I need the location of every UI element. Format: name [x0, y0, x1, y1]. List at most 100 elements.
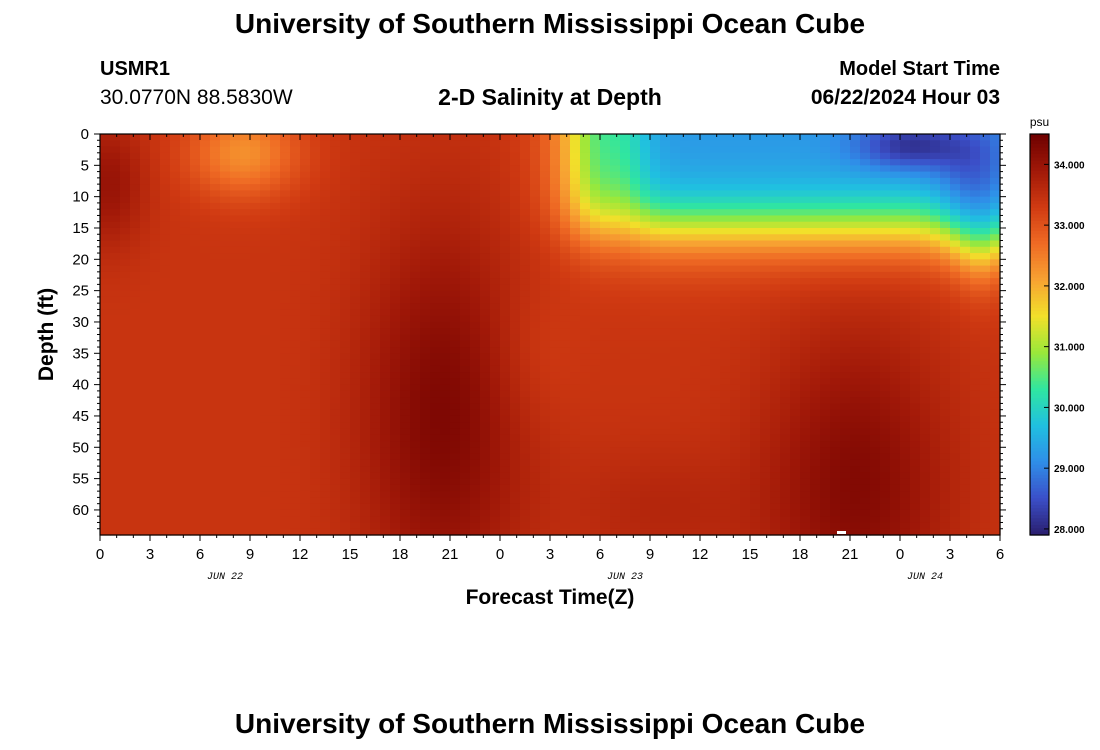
- heatmap-cell: [810, 190, 821, 198]
- heatmap-cell: [790, 491, 801, 499]
- heatmap-cell: [620, 196, 631, 204]
- heatmap-cell: [770, 409, 781, 417]
- heatmap-cell: [580, 296, 591, 304]
- heatmap-cell: [330, 409, 341, 417]
- heatmap-cell: [600, 472, 611, 480]
- heatmap-cell: [650, 240, 661, 248]
- heatmap-cell: [320, 215, 331, 223]
- heatmap-cell: [310, 472, 321, 480]
- heatmap-cell: [750, 528, 761, 536]
- heatmap-cell: [190, 403, 201, 411]
- heatmap-cell: [230, 528, 241, 536]
- heatmap-cell: [400, 196, 411, 204]
- heatmap-cell: [150, 459, 161, 467]
- heatmap-cell: [200, 227, 211, 235]
- heatmap-cell: [200, 296, 211, 304]
- heatmap-cell: [450, 202, 461, 210]
- heatmap-cell: [400, 209, 411, 217]
- heatmap-cell: [250, 265, 261, 273]
- heatmap-cell: [730, 284, 741, 292]
- heatmap-cell: [830, 184, 841, 191]
- heatmap-cell: [730, 497, 741, 505]
- heatmap-cell: [390, 309, 401, 317]
- heatmap-cell: [500, 196, 511, 204]
- heatmap-cell: [180, 290, 191, 298]
- heatmap-cell: [750, 140, 761, 148]
- heatmap-cell: [700, 415, 711, 423]
- heatmap-cell: [660, 321, 671, 329]
- heatmap-cell: [260, 409, 271, 417]
- heatmap-cell: [570, 447, 581, 455]
- heatmap-cell: [370, 177, 381, 185]
- heatmap-cell: [560, 278, 571, 285]
- heatmap-cell: [230, 334, 241, 342]
- heatmap-cell: [440, 415, 451, 423]
- heatmap-cell: [490, 177, 501, 185]
- heatmap-cell: [170, 390, 181, 398]
- heatmap-cell: [320, 196, 331, 204]
- heatmap-cell: [320, 284, 331, 292]
- heatmap-cell: [440, 353, 451, 361]
- heatmap-cell: [830, 165, 841, 173]
- heatmap-cell: [720, 347, 731, 354]
- heatmap-cell: [530, 497, 541, 505]
- heatmap-cell: [410, 491, 421, 499]
- heatmap-cell: [380, 447, 391, 455]
- heatmap-cell: [610, 497, 621, 505]
- heatmap-cell: [550, 522, 561, 530]
- heatmap-cell: [810, 397, 821, 405]
- heatmap-cell: [830, 340, 841, 348]
- heatmap-cell: [120, 484, 131, 492]
- heatmap-cell: [880, 134, 891, 141]
- heatmap-cell: [290, 365, 301, 373]
- heatmap-cell: [430, 403, 441, 411]
- heatmap-cell: [610, 484, 621, 492]
- heatmap-cell: [160, 196, 171, 204]
- heatmap-cell: [520, 234, 531, 242]
- heatmap-cell: [290, 290, 301, 298]
- heatmap-cell: [790, 328, 801, 336]
- heatmap-cell: [570, 365, 581, 373]
- heatmap-cell: [630, 491, 641, 499]
- heatmap-cell: [350, 522, 361, 530]
- heatmap-cell: [870, 184, 881, 191]
- heatmap-cell: [260, 422, 271, 430]
- heatmap-cell: [200, 491, 211, 499]
- heatmap-cell: [460, 428, 471, 436]
- heatmap-cell: [260, 209, 271, 217]
- heatmap-cell: [600, 328, 611, 336]
- heatmap-cell: [660, 347, 671, 354]
- heatmap-cell: [130, 378, 141, 386]
- heatmap-cell: [790, 509, 801, 517]
- heatmap-cell: [760, 397, 771, 405]
- heatmap-cell: [110, 422, 121, 430]
- heatmap-cell: [460, 447, 471, 455]
- heatmap-cell: [490, 246, 501, 254]
- heatmap-cell: [490, 165, 501, 173]
- heatmap-cell: [330, 221, 341, 229]
- heatmap-cell: [690, 453, 701, 461]
- heatmap-cell: [470, 441, 481, 448]
- heatmap-cell: [570, 215, 581, 223]
- heatmap-cell: [160, 171, 171, 179]
- heatmap-cell: [590, 202, 601, 210]
- heatmap-cell: [310, 271, 321, 279]
- heatmap-cell: [280, 478, 291, 486]
- heatmap-cell: [510, 491, 521, 499]
- heatmap-cell: [310, 328, 321, 336]
- heatmap-cell: [260, 334, 271, 342]
- heatmap-cell: [570, 428, 581, 436]
- heatmap-cell: [880, 146, 891, 154]
- heatmap-cell: [200, 240, 211, 248]
- heatmap-cell: [260, 278, 271, 285]
- heatmap-cell: [700, 428, 711, 436]
- heatmap-cell: [230, 234, 241, 242]
- heatmap-cell: [220, 227, 231, 235]
- heatmap-cell: [400, 221, 411, 229]
- heatmap-cell: [550, 328, 561, 336]
- heatmap-cell: [590, 265, 601, 273]
- heatmap-cell: [810, 152, 821, 160]
- heatmap-cell: [870, 209, 881, 217]
- heatmap-cell: [350, 309, 361, 317]
- heatmap-cell: [840, 134, 851, 141]
